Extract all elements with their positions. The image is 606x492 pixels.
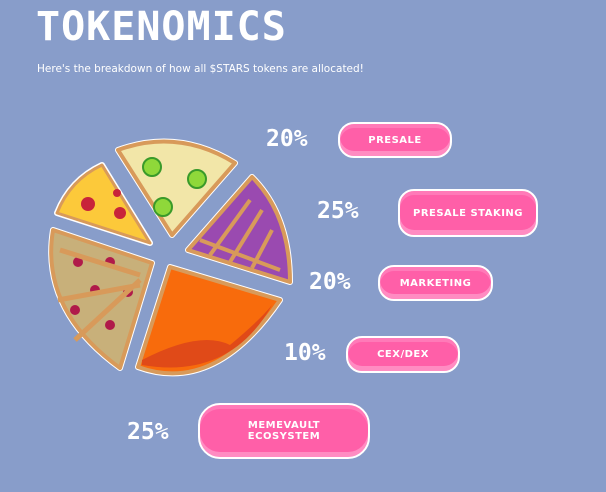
allocation-pill-presale-staking[interactable]: PRESALE STAKING bbox=[398, 189, 538, 237]
allocation-percent-memevault: 25% bbox=[127, 419, 169, 445]
allocation-pill-cex-dex[interactable]: CEX/DEX bbox=[346, 336, 460, 373]
allocation-pill-memevault-ecosystem[interactable]: MEMEVAULT ECOSYSTEM bbox=[198, 403, 370, 459]
allocation-pill-marketing[interactable]: MARKETING bbox=[378, 265, 493, 301]
allocation-percent-cex-dex: 10% bbox=[284, 340, 326, 366]
page-subtitle: Here's the breakdown of how all $STARS t… bbox=[37, 63, 364, 75]
page-title: TOKENOMICS bbox=[36, 4, 287, 50]
allocation-pill-presale[interactable]: PRESALE bbox=[338, 122, 452, 158]
allocation-percent-presale: 20% bbox=[266, 126, 308, 152]
allocation-percent-presale-staking: 25% bbox=[317, 198, 359, 224]
allocation-percent-marketing: 20% bbox=[309, 269, 351, 295]
